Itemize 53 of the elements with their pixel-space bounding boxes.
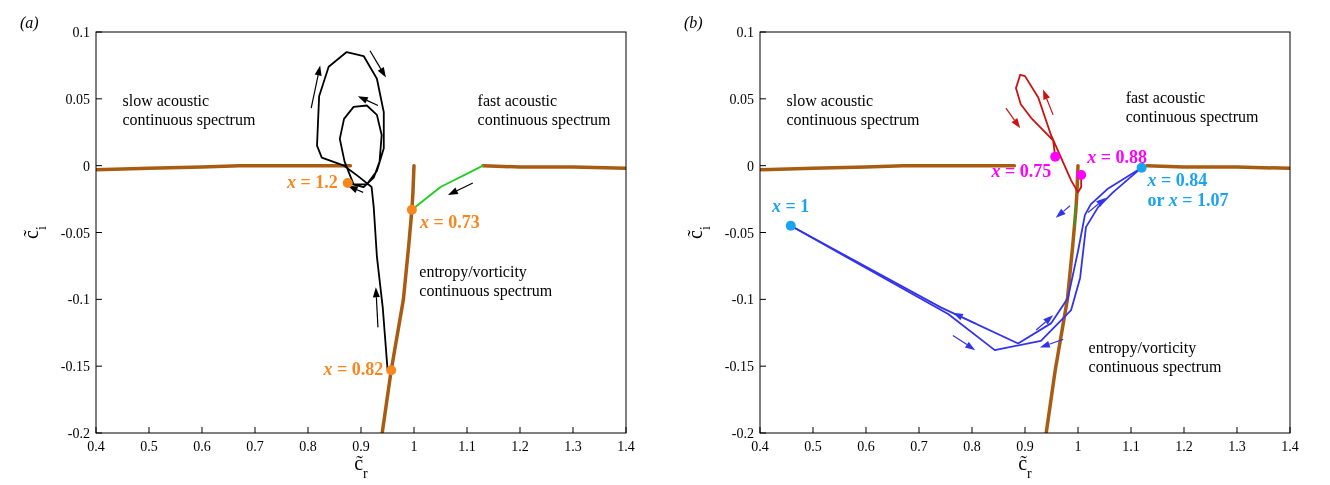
x-tick-label: 1 <box>1074 439 1082 454</box>
y-tick-label: -0.1 <box>67 292 90 308</box>
y-tick-label: 0.05 <box>65 91 90 107</box>
x-tick-label: 1.3 <box>564 439 582 454</box>
y-tick-label: -0.15 <box>724 359 754 375</box>
y-tick-label: 0.1 <box>72 25 90 40</box>
y-tick-label: -0.15 <box>60 359 90 375</box>
x-tick-label: 0.9 <box>352 439 370 454</box>
x-tick-label: 0.6 <box>193 439 211 454</box>
x-tick-label: 1.4 <box>617 439 635 454</box>
annotation: x = 0.82 <box>322 359 384 380</box>
x-tick-label: 0.7 <box>910 439 928 454</box>
x-tick-label: 0.4 <box>751 439 769 454</box>
annotation: x = 0.73 <box>418 211 480 232</box>
annotation: x = 0.75 <box>990 160 1052 181</box>
x-tick-label: 1.2 <box>511 439 529 454</box>
y-tick-label: 0.05 <box>729 91 754 107</box>
annotation: fast acoustic continuous spectrum <box>477 91 612 129</box>
x-tick-label: 0.5 <box>804 439 822 454</box>
y-tick-label: -0.1 <box>731 292 754 308</box>
chart-title: (b) <box>684 14 703 32</box>
y-tick-label: 0.1 <box>736 25 754 40</box>
x-tick-label: 0.8 <box>963 439 981 454</box>
x-tick-label: 0.4 <box>87 439 105 454</box>
annotation: x = 1 <box>771 195 810 216</box>
x-axis-title: c̃$_{r}$ <box>354 452 369 481</box>
x-tick-label: 1.3 <box>1228 439 1246 454</box>
annotation: slow acoustic continuous spectrum <box>786 91 920 129</box>
annotation: x = 0.88 <box>1086 147 1147 168</box>
annotation: fast acoustic continuous spectrum <box>1125 88 1260 126</box>
y-tick-label: 0 <box>747 158 754 174</box>
y-tick-label: -0.05 <box>60 225 90 241</box>
x-tick-label: 1.1 <box>458 439 476 454</box>
x-tick-label: 1.2 <box>1175 439 1193 454</box>
x-tick-label: 0.6 <box>857 439 875 454</box>
x-tick-label: 0.7 <box>246 439 264 454</box>
x-axis-title: c̃$_{r}$ <box>1018 452 1033 481</box>
x-tick-label: 0.8 <box>299 439 317 454</box>
y-tick-label: -0.05 <box>724 225 754 241</box>
annotation: entropy/vorticity continuous spectrum <box>1088 338 1223 376</box>
x-tick-label: 0.9 <box>1016 439 1034 454</box>
annotation: x = 0.84 or x = 1.07 <box>1146 169 1229 210</box>
annotation: slow acoustic continuous spectrum <box>122 91 256 129</box>
chart-title: (a) <box>20 14 39 32</box>
x-tick-label: 1 <box>410 439 418 454</box>
y-tick-label: -0.2 <box>731 426 754 441</box>
annotation: entropy/vorticity continuous spectrum <box>419 262 553 300</box>
y-tick-label: 0 <box>83 158 90 174</box>
x-tick-label: 0.5 <box>140 439 158 454</box>
annotation: x = 1.2 <box>285 172 338 193</box>
x-tick-label: 1.1 <box>1122 439 1140 454</box>
x-tick-label: 1.4 <box>1281 439 1299 454</box>
y-tick-label: -0.2 <box>67 426 90 441</box>
